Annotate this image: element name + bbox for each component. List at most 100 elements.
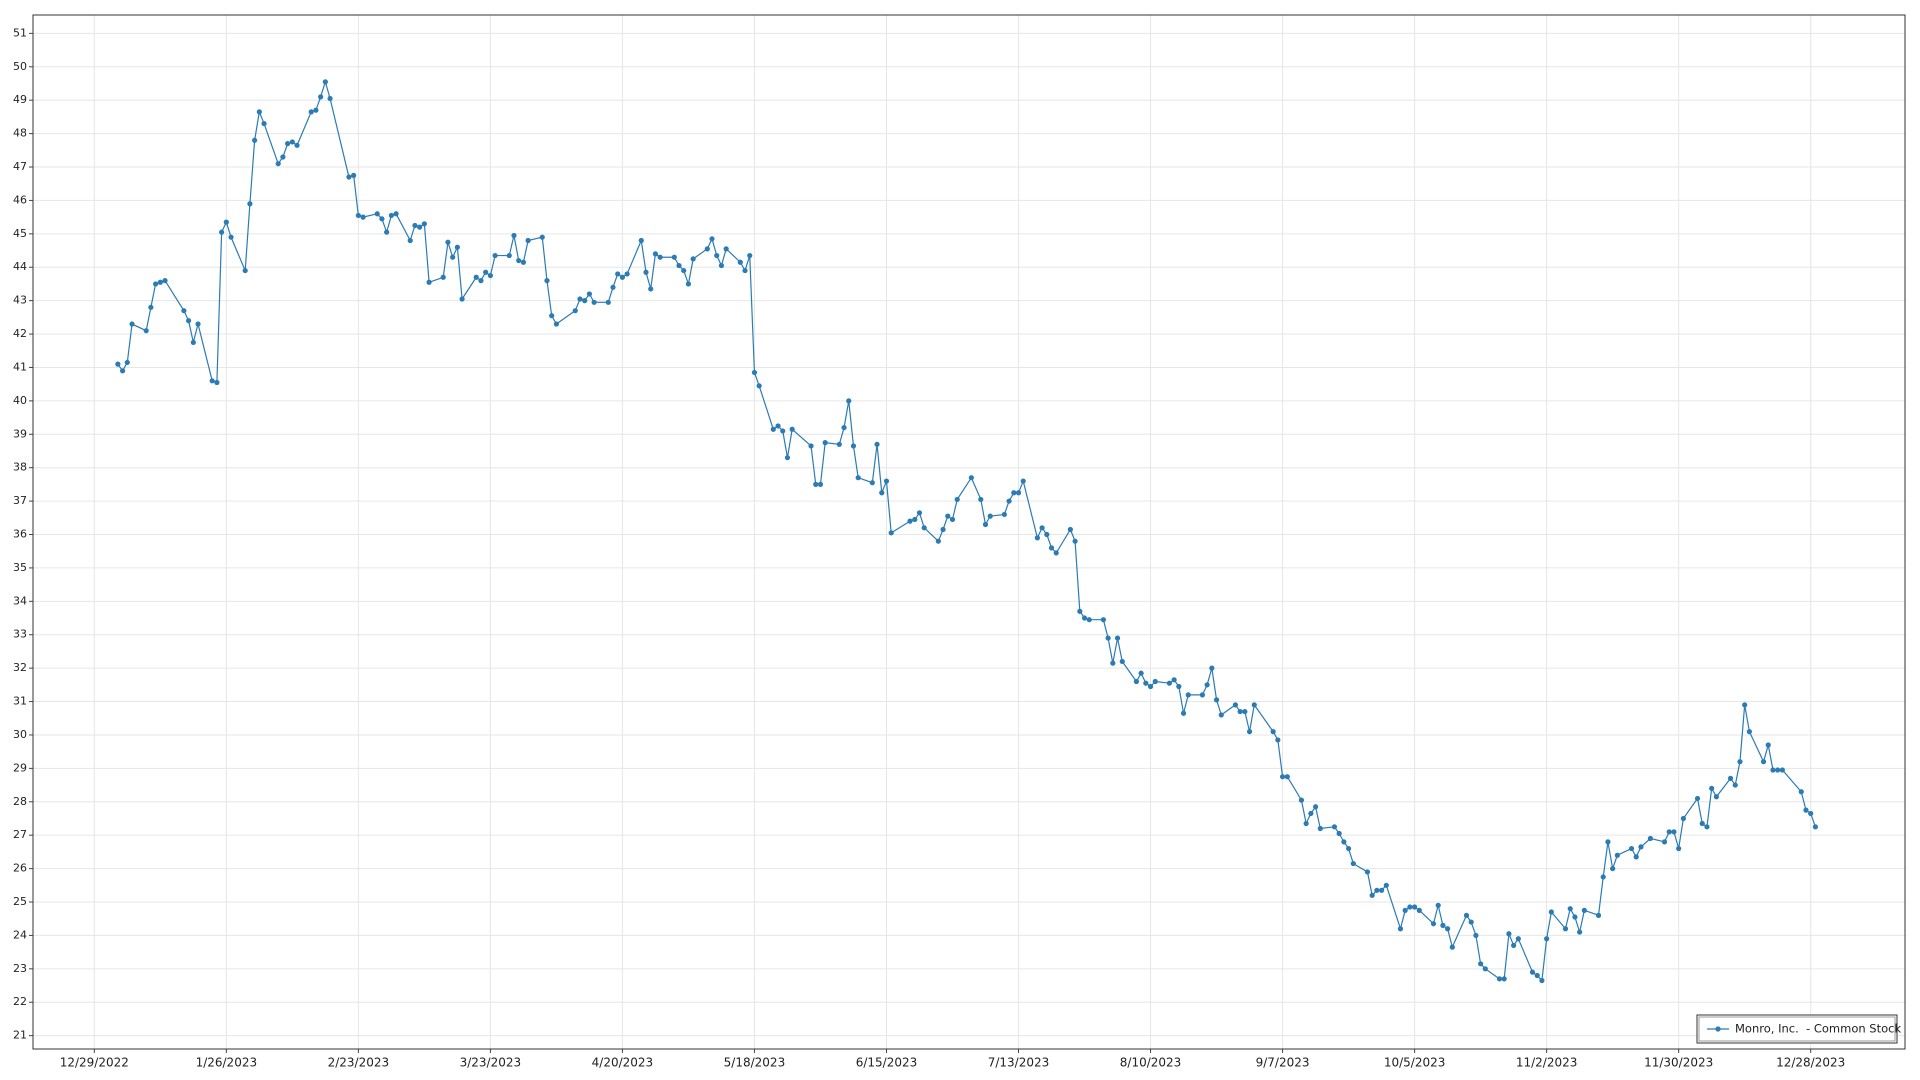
data-point bbox=[1001, 511, 1007, 518]
data-point bbox=[1699, 820, 1705, 827]
data-point bbox=[318, 94, 324, 100]
y-tick-label: 43 bbox=[13, 294, 27, 307]
data-point bbox=[978, 496, 984, 503]
data-point bbox=[1204, 682, 1210, 688]
data-point bbox=[119, 368, 126, 374]
data-point bbox=[294, 142, 300, 148]
data-point bbox=[1430, 921, 1437, 927]
data-point bbox=[1572, 914, 1578, 920]
data-point bbox=[1275, 737, 1281, 743]
data-point bbox=[450, 254, 456, 260]
data-point bbox=[426, 279, 432, 285]
data-point bbox=[1482, 966, 1488, 972]
data-point bbox=[261, 120, 267, 127]
y-tick-label: 30 bbox=[13, 728, 27, 741]
data-point bbox=[1770, 767, 1776, 773]
data-point bbox=[157, 279, 163, 285]
x-tick-label: 9/7/2023 bbox=[1256, 1056, 1310, 1070]
data-point bbox=[1350, 860, 1356, 867]
data-point bbox=[1647, 835, 1653, 842]
data-point bbox=[586, 291, 593, 297]
data-point bbox=[379, 216, 385, 222]
data-point bbox=[313, 107, 319, 113]
data-point bbox=[1114, 635, 1121, 641]
data-point bbox=[214, 379, 220, 386]
data-point bbox=[280, 154, 286, 160]
data-point bbox=[638, 237, 644, 244]
x-tick-label: 11/2/2023 bbox=[1516, 1056, 1578, 1070]
data-point bbox=[921, 525, 927, 531]
data-point bbox=[780, 428, 786, 434]
data-point bbox=[1237, 708, 1243, 715]
data-point bbox=[124, 359, 130, 366]
data-point bbox=[718, 262, 725, 269]
data-point bbox=[454, 244, 460, 250]
x-tick-label: 1/26/2023 bbox=[196, 1056, 258, 1070]
data-point bbox=[1048, 545, 1055, 551]
data-point bbox=[219, 229, 225, 235]
data-point bbox=[1737, 759, 1743, 765]
data-point bbox=[544, 277, 550, 284]
data-point bbox=[1110, 660, 1116, 666]
data-point bbox=[681, 267, 687, 274]
data-point bbox=[1336, 830, 1342, 837]
data-point bbox=[1298, 797, 1305, 803]
y-tick-label: 29 bbox=[13, 761, 27, 774]
data-point bbox=[492, 252, 498, 259]
data-point bbox=[775, 423, 781, 429]
data-point bbox=[770, 426, 776, 432]
data-point bbox=[152, 281, 159, 287]
data-point bbox=[935, 538, 941, 544]
data-point bbox=[459, 296, 465, 302]
data-point bbox=[1803, 807, 1809, 813]
data-point bbox=[1011, 490, 1017, 496]
data-point bbox=[1812, 824, 1819, 830]
data-point bbox=[945, 513, 951, 519]
y-tick-label: 37 bbox=[13, 494, 27, 507]
data-point bbox=[1478, 961, 1484, 967]
y-tick-label: 51 bbox=[13, 26, 27, 39]
data-point bbox=[577, 296, 583, 302]
y-tick-label: 36 bbox=[13, 528, 27, 541]
data-point bbox=[1638, 844, 1644, 850]
data-point bbox=[1166, 680, 1173, 686]
data-point bbox=[1364, 869, 1371, 875]
data-point bbox=[582, 298, 588, 304]
data-point bbox=[1449, 944, 1455, 950]
x-tick-label: 3/23/2023 bbox=[460, 1056, 522, 1070]
data-point bbox=[747, 252, 753, 259]
data-point bbox=[1397, 926, 1404, 932]
data-point bbox=[1077, 608, 1083, 614]
data-point bbox=[478, 277, 484, 284]
data-point bbox=[1279, 774, 1286, 780]
data-point bbox=[1105, 635, 1111, 641]
data-point bbox=[883, 478, 890, 484]
y-tick-label: 44 bbox=[13, 260, 27, 273]
data-point bbox=[162, 277, 168, 284]
data-point bbox=[1666, 829, 1672, 835]
data-point bbox=[1515, 936, 1521, 942]
data-point bbox=[624, 271, 630, 277]
data-point bbox=[704, 246, 710, 252]
data-point bbox=[968, 475, 974, 481]
data-point bbox=[1317, 825, 1323, 832]
data-point bbox=[709, 236, 715, 242]
data-point bbox=[374, 211, 380, 217]
data-point bbox=[690, 256, 696, 262]
x-tick-label: 6/15/2023 bbox=[856, 1056, 918, 1070]
data-point bbox=[756, 383, 762, 389]
data-point bbox=[605, 299, 611, 305]
data-point bbox=[1312, 804, 1319, 810]
data-point bbox=[1209, 665, 1215, 671]
data-point bbox=[275, 161, 281, 167]
data-point bbox=[1732, 782, 1738, 788]
data-point bbox=[1713, 794, 1719, 800]
data-point bbox=[539, 234, 545, 240]
data-point bbox=[1727, 775, 1734, 781]
data-point bbox=[1006, 498, 1012, 504]
data-point bbox=[1577, 929, 1583, 935]
y-tick-label: 39 bbox=[13, 427, 27, 440]
y-tick-label: 41 bbox=[13, 360, 27, 373]
data-point bbox=[841, 424, 847, 431]
